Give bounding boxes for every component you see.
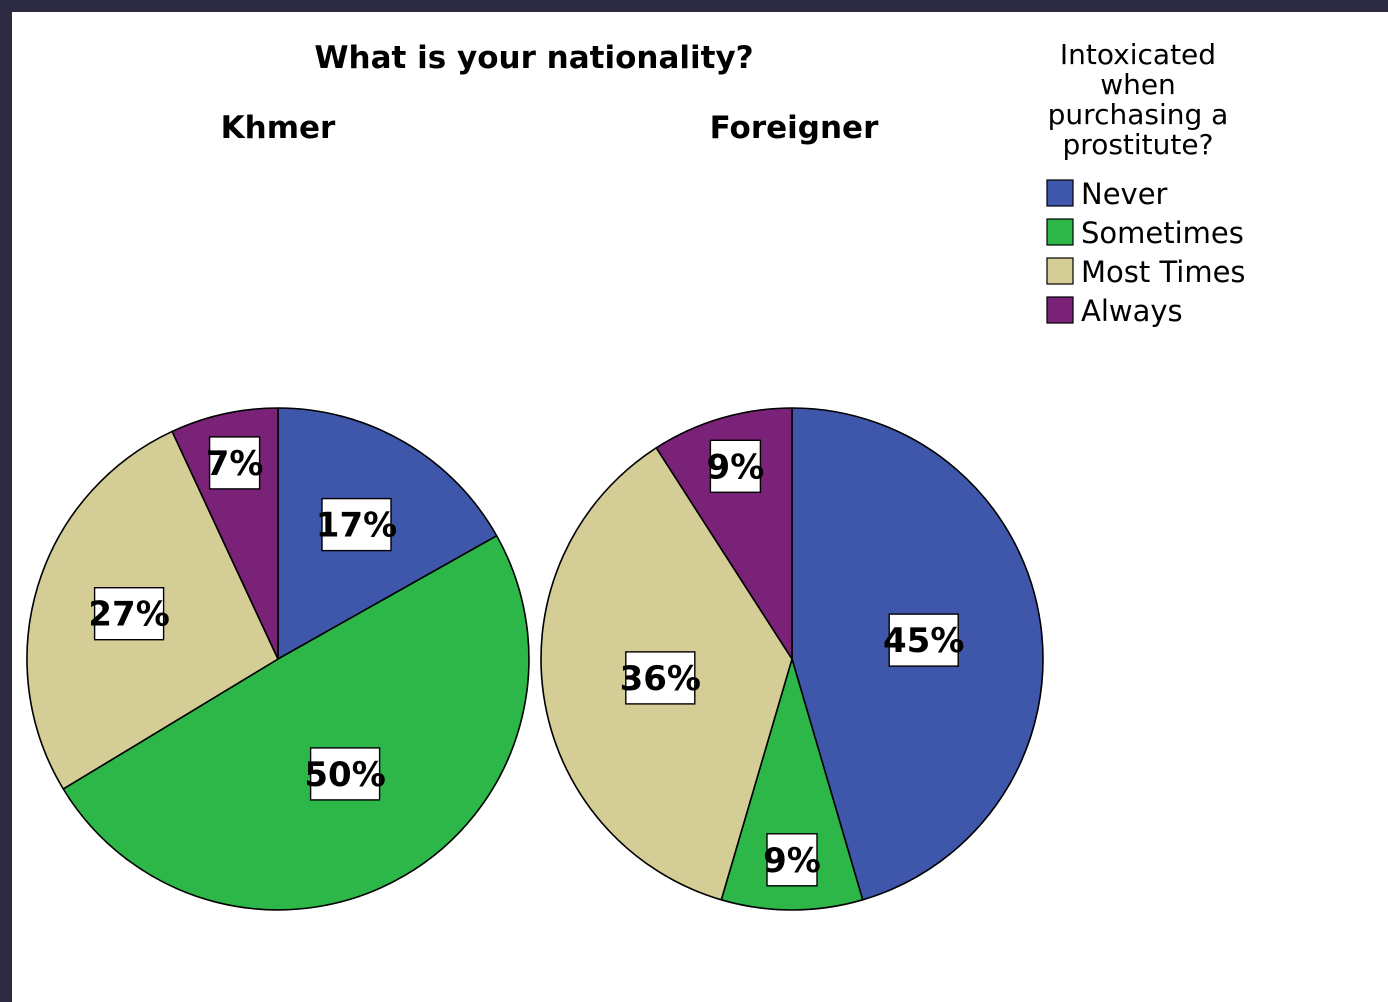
data-label-box-foreigner-never	[888, 613, 959, 667]
data-label-box-khmer-never	[321, 497, 392, 552]
legend-swatch-always	[1046, 296, 1074, 324]
legend-title-line-2: when	[1100, 68, 1176, 101]
legend-label-most-times: Most Times	[1081, 255, 1246, 289]
data-label-foreigner-sometimes: 9%	[763, 841, 821, 881]
legend-label-sometimes: Sometimes	[1081, 216, 1244, 250]
chart-frame: What is your nationality? Khmer Foreigne…	[12, 12, 1388, 1002]
data-label-box-foreigner-always	[709, 439, 762, 493]
data-label-box-khmer-always	[208, 436, 261, 490]
data-label-box-khmer-sometimes	[309, 747, 381, 801]
data-label-foreigner-never: 45%	[883, 621, 964, 661]
data-label-box-khmer-most-times	[93, 587, 165, 641]
legend-title-line-4: prostitute?	[1063, 128, 1214, 161]
legend-label-always: Always	[1081, 294, 1183, 328]
slice-foreigner-sometimes	[720, 658, 864, 911]
panel-title-foreigner: Foreigner	[710, 110, 879, 146]
data-label-foreigner-always: 9%	[707, 447, 765, 487]
data-label-khmer-most-times: 27%	[88, 595, 169, 635]
legend-swatch-sometimes	[1046, 218, 1074, 246]
legend-swatch-most-times	[1046, 257, 1074, 285]
legend-title-line-3: purchasing a	[1048, 98, 1229, 131]
slice-khmer-sometimes	[62, 534, 530, 911]
data-label-khmer-always: 7%	[206, 444, 264, 484]
data-label-khmer-sometimes: 50%	[304, 755, 385, 795]
legend-swatch-never	[1046, 179, 1074, 207]
pie-chart: What is your nationality? Khmer Foreigne…	[26, 38, 1246, 911]
data-label-box-foreigner-sometimes	[766, 833, 818, 887]
legend-label-never: Never	[1081, 177, 1168, 211]
panel-title-khmer: Khmer	[221, 110, 336, 146]
data-label-foreigner-most-times: 36%	[620, 659, 701, 699]
legend-title-line-1: Intoxicated	[1060, 38, 1216, 71]
data-label-khmer-never: 17%	[316, 506, 397, 546]
chart-title: What is your nationality?	[314, 40, 753, 76]
data-label-box-foreigner-most-times	[625, 651, 696, 705]
legend: Intoxicated when purchasing a prostitute…	[1046, 38, 1246, 328]
